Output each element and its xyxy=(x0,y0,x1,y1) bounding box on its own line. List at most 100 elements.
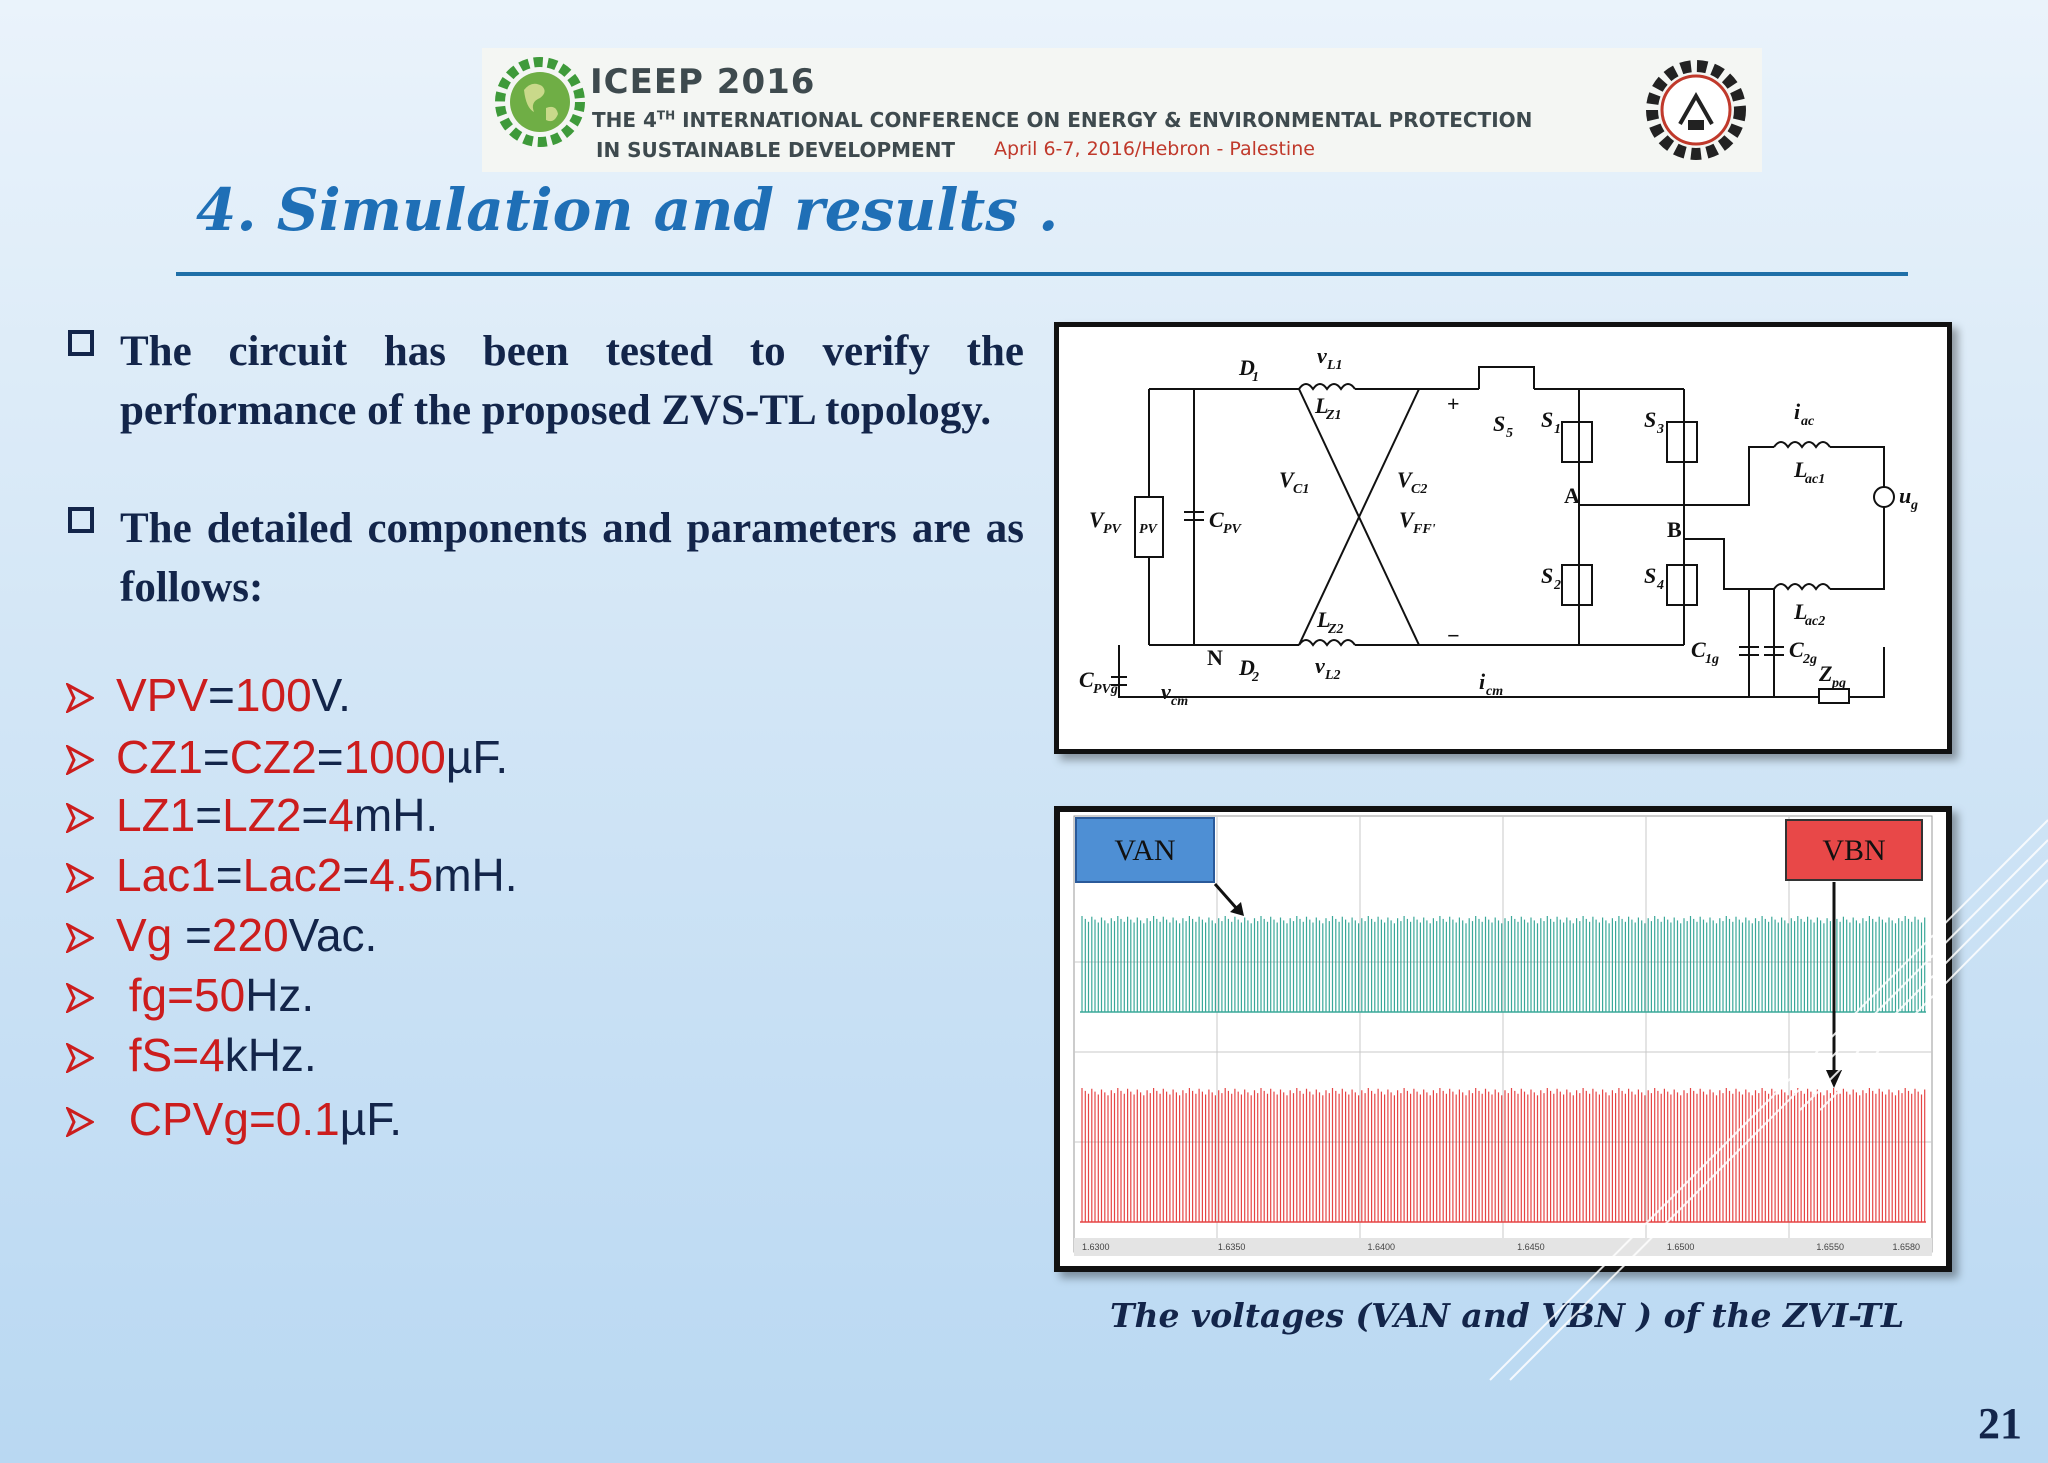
parameter-text: = xyxy=(301,789,329,841)
arrow-bullet-icon xyxy=(66,683,94,713)
parameter-text: = xyxy=(202,731,230,783)
svg-text:L2: L2 xyxy=(1324,668,1341,683)
svg-text:C: C xyxy=(1079,667,1094,692)
svg-text:S: S xyxy=(1493,411,1505,436)
svg-text:C2: C2 xyxy=(1411,482,1427,497)
parameter-text: Hz. xyxy=(245,969,315,1021)
van-label: VAN xyxy=(1114,834,1175,867)
parameter-text: CZ2 xyxy=(229,731,317,783)
parameter-item: CZ1=CZ2=1000µF. xyxy=(66,730,508,784)
svg-text:Z: Z xyxy=(1818,661,1832,686)
svg-text:V: V xyxy=(1089,507,1106,532)
svg-text:pg: pg xyxy=(1831,676,1846,691)
waveform-chart-frame: 1.6300 1.6350 1.6400 1.6450 1.6500 1.6550 1.65… xyxy=(1054,806,1952,1272)
university-gear-logo-icon xyxy=(1646,60,1746,160)
parameter-item: fS=4kHz. xyxy=(66,1028,317,1082)
parameter-item: fg=50Hz. xyxy=(66,968,314,1022)
parameter-text: 1000 xyxy=(343,731,446,783)
bullet-text: The detailed components and parameters a… xyxy=(120,505,1024,611)
parameter-text: = xyxy=(208,669,235,721)
parameter-text: mH. xyxy=(433,849,518,901)
svg-text:3: 3 xyxy=(1656,422,1664,437)
parameter-text: fS=4 xyxy=(116,1029,225,1081)
svg-text:2: 2 xyxy=(1251,670,1259,685)
parameter-text: = xyxy=(195,789,223,841)
checkbox-bullet-icon xyxy=(68,330,94,356)
checkbox-bullet-icon xyxy=(68,507,94,533)
svg-text:V: V xyxy=(1399,507,1416,532)
svg-text:Z1: Z1 xyxy=(1325,408,1342,423)
arrow-bullet-icon xyxy=(66,1107,94,1137)
svg-text:−: − xyxy=(1447,623,1460,648)
parameter-item: LZ1=LZ2=4mH. xyxy=(66,788,438,842)
van-trace xyxy=(1080,916,1926,1013)
van-label-box xyxy=(1075,817,1215,883)
arrow-bullet-icon xyxy=(66,803,94,833)
title-divider xyxy=(176,272,1908,276)
x-tick-label: 1.6300 xyxy=(1082,1242,1110,1252)
svg-text:S: S xyxy=(1644,563,1656,588)
svg-text:L: L xyxy=(1314,393,1328,418)
svg-text:PVg: PVg xyxy=(1093,682,1118,697)
parameter-item: CPVg=0.1µF. xyxy=(66,1092,402,1146)
chart-grid xyxy=(1074,816,1932,1238)
svg-text:PV: PV xyxy=(1139,522,1159,537)
svg-text:cm: cm xyxy=(1171,694,1188,709)
conference-subtitle-line1: THE 4TH INTERNATIONAL CONFERENCE ON ENER… xyxy=(592,108,1533,132)
parameter-text: mH. xyxy=(353,789,439,841)
globe-logo-icon xyxy=(495,57,585,147)
slide-title: 4. Simulation and results . xyxy=(196,176,1059,244)
parameter-text: VPV xyxy=(116,669,209,721)
parameter-text: µF. xyxy=(339,1093,403,1145)
svg-text:v: v xyxy=(1315,653,1325,678)
page-number: 21 xyxy=(1978,1399,2022,1448)
svg-text:1: 1 xyxy=(1252,370,1259,385)
arrow-bullet-icon xyxy=(66,983,94,1013)
svg-text:FF': FF' xyxy=(1412,522,1436,537)
svg-text:i: i xyxy=(1794,399,1801,424)
svg-text:cm: cm xyxy=(1486,684,1503,699)
svg-text:PV: PV xyxy=(1223,522,1243,537)
x-axis-bar xyxy=(1074,1238,1932,1256)
x-tick-label: 1.6580 xyxy=(1892,1242,1920,1252)
x-tick-label: 1.6350 xyxy=(1218,1242,1246,1252)
bullet-paragraph-1: The circuit has been tested to verify th… xyxy=(68,322,1024,440)
parameter-text: µF. xyxy=(445,731,509,783)
svg-text:V: V xyxy=(1397,467,1414,492)
vbn-label-box xyxy=(1785,819,1923,881)
svg-text:4: 4 xyxy=(1656,578,1664,593)
svg-text:1: 1 xyxy=(1554,422,1561,437)
svg-text:Z2: Z2 xyxy=(1327,622,1344,637)
parameter-item: Vg =220Vac. xyxy=(66,908,377,962)
svg-text:V: V xyxy=(1279,467,1296,492)
svg-text:ac2: ac2 xyxy=(1805,614,1825,629)
arrow-bullet-icon xyxy=(66,863,94,893)
conference-banner: ICEEP 2016 THE 4TH INTERNATIONAL CONFERE… xyxy=(482,48,1762,172)
parameter-item: Lac1=Lac2=4.5mH. xyxy=(66,848,518,902)
arrow-bullet-icon xyxy=(66,1043,94,1073)
parameter-text: = xyxy=(342,849,370,901)
svg-text:1g: 1g xyxy=(1705,652,1719,667)
parameter-text: Vac. xyxy=(288,909,378,961)
parameter-text: LZ1 xyxy=(116,789,196,841)
parameter-text: 4.5 xyxy=(369,849,434,901)
vbn-label: VBN xyxy=(1822,834,1885,867)
vbn-arrowhead-icon xyxy=(1826,1070,1842,1088)
svg-text:ac: ac xyxy=(1801,414,1815,429)
svg-text:ac1: ac1 xyxy=(1805,472,1825,487)
svg-text:v: v xyxy=(1161,679,1171,704)
conference-subtitle-line2: IN SUSTAINABLE DEVELOPMENT xyxy=(596,138,956,162)
svg-text:g: g xyxy=(1910,498,1918,513)
van-arrowhead-icon xyxy=(1230,902,1244,916)
conference-title: ICEEP 2016 xyxy=(590,62,816,102)
parameter-text: Lac2 xyxy=(242,849,343,901)
parameter-text: Vg xyxy=(116,909,186,961)
svg-text:B: B xyxy=(1667,517,1682,542)
circuit-diagram: D1 D2 v L1 LZ1 LZ2 v L2 V C1 V C2 V FF' V PV P… xyxy=(1079,343,1918,709)
conference-date: April 6-7, 2016/Hebron - Palestine xyxy=(994,138,1315,160)
parameter-text: = xyxy=(316,731,344,783)
parameter-text: kHz. xyxy=(224,1029,317,1081)
svg-text:C1: C1 xyxy=(1293,482,1309,497)
svg-text:C: C xyxy=(1789,637,1804,662)
parameter-text: 4 xyxy=(328,789,354,841)
